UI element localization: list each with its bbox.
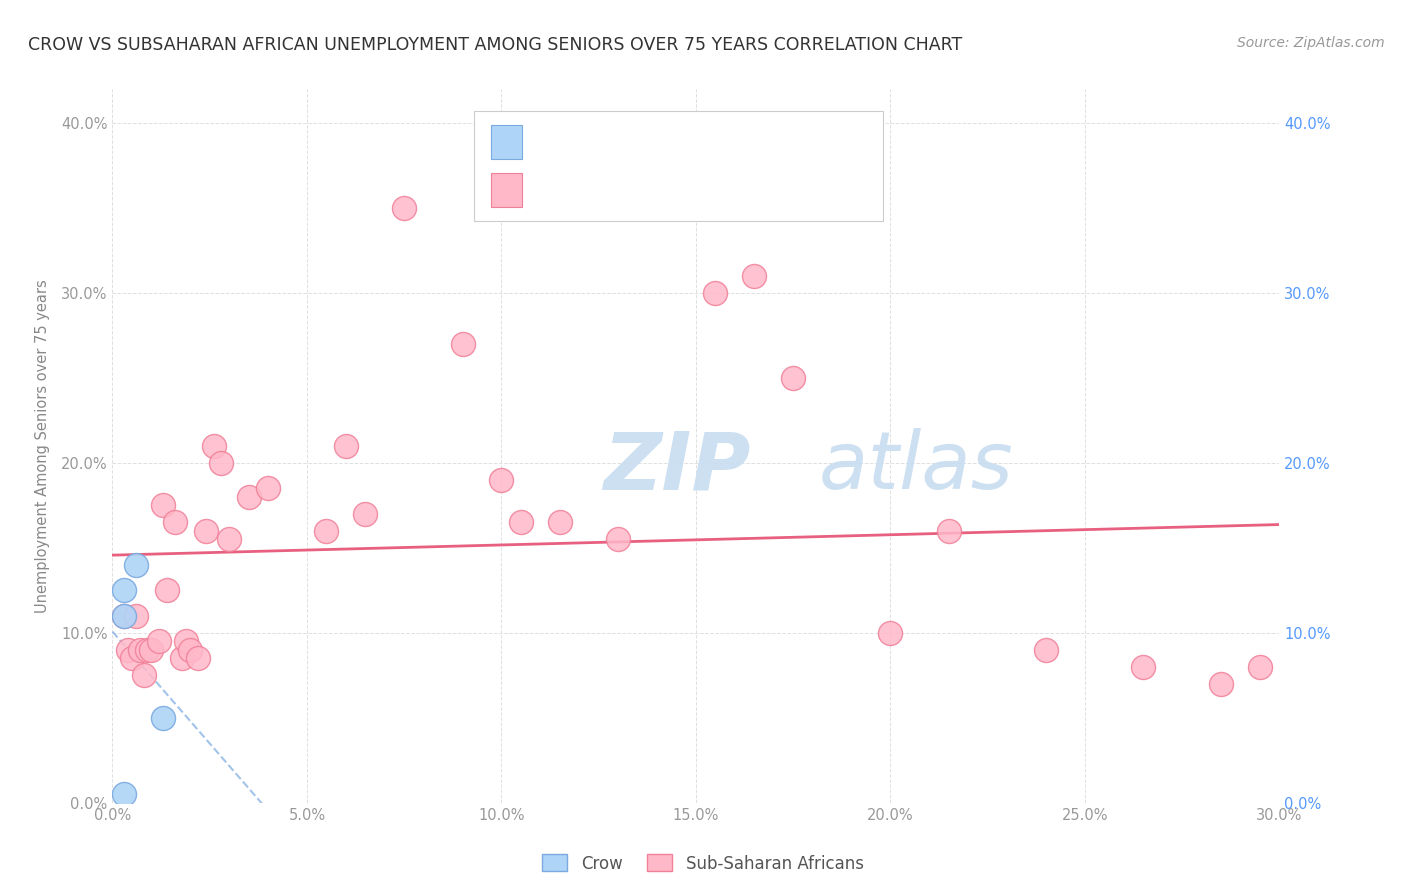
Point (136, 643, 159, 657)
Point (257, 482, 280, 496)
Point (354, 507, 377, 521)
Point (128, 643, 150, 657)
Text: ZIP: ZIP (603, 428, 749, 507)
Point (1209, 677, 1232, 691)
Point (163, 516, 186, 530)
Y-axis label: Unemployment Among Seniors over 75 years: Unemployment Among Seniors over 75 years (35, 279, 49, 613)
Point (172, 651, 194, 665)
Point (744, 269, 766, 284)
Text: 0.312: 0.312 (560, 181, 607, 199)
Point (141, 643, 163, 657)
Point (491, 473, 513, 487)
Text: N=: N= (620, 181, 652, 199)
Point (148, 634, 170, 648)
Point (938, 524, 960, 538)
Point (509, 516, 531, 530)
Point (451, 337, 474, 351)
Point (152, 711, 174, 725)
Text: atlas: atlas (818, 428, 1014, 507)
Point (176, 634, 198, 648)
Point (394, 201, 416, 215)
Text: R =: R = (529, 181, 565, 199)
Point (112, 608, 135, 623)
Text: 40: 40 (650, 181, 673, 199)
Point (194, 524, 217, 538)
Point (152, 499, 174, 513)
Point (187, 651, 209, 665)
Point (1132, 660, 1154, 674)
Point (132, 668, 155, 682)
Point (607, 533, 630, 547)
Point (202, 439, 225, 453)
Point (238, 490, 260, 504)
Point (117, 643, 139, 657)
Point (125, 558, 148, 572)
Point (1035, 643, 1057, 657)
Point (1249, 660, 1271, 674)
Point (156, 583, 179, 598)
Point (209, 456, 232, 470)
Text: 0.322: 0.322 (560, 133, 607, 151)
Point (112, 583, 135, 598)
Legend: Crow, Sub-Saharan Africans: Crow, Sub-Saharan Africans (536, 847, 870, 880)
Text: R =: R = (529, 133, 565, 151)
Point (704, 286, 727, 301)
Text: N=: N= (620, 133, 652, 151)
Point (125, 608, 148, 623)
Point (782, 371, 804, 385)
Point (121, 651, 143, 665)
Point (218, 533, 240, 547)
Point (548, 516, 571, 530)
Text: CROW VS SUBSAHARAN AFRICAN UNEMPLOYMENT AMONG SENIORS OVER 75 YEARS CORRELATION : CROW VS SUBSAHARAN AFRICAN UNEMPLOYMENT … (28, 36, 962, 54)
Point (112, 608, 135, 623)
Point (179, 643, 201, 657)
Text: 4: 4 (650, 133, 662, 151)
Point (879, 626, 901, 640)
Text: Source: ZipAtlas.com: Source: ZipAtlas.com (1237, 36, 1385, 50)
Point (335, 439, 357, 453)
Point (315, 524, 337, 538)
Point (112, 787, 135, 801)
